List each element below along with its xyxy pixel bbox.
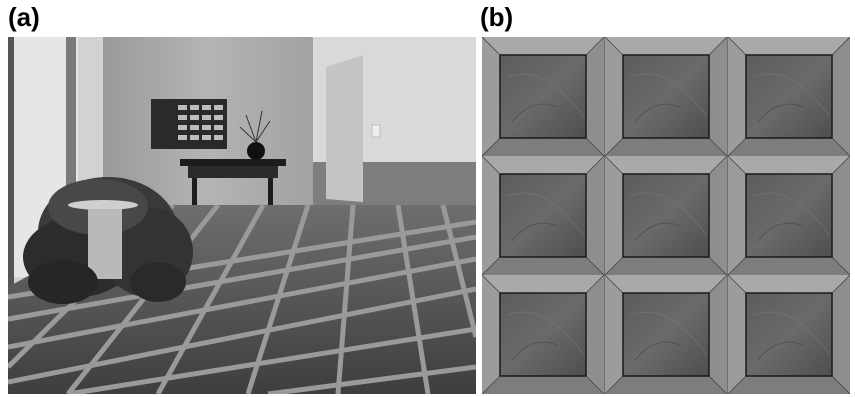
lobby-scene <box>8 37 476 394</box>
vase <box>247 142 265 160</box>
console-table <box>180 159 286 166</box>
lobby-photo <box>8 37 476 394</box>
panel-b-label: (b) <box>480 2 514 32</box>
tile-grid <box>482 37 850 394</box>
panel-a-label: (a) <box>8 2 40 32</box>
potted-plant <box>23 177 193 304</box>
tile-pattern-photo <box>482 37 850 394</box>
mailbox-slots <box>178 105 223 140</box>
